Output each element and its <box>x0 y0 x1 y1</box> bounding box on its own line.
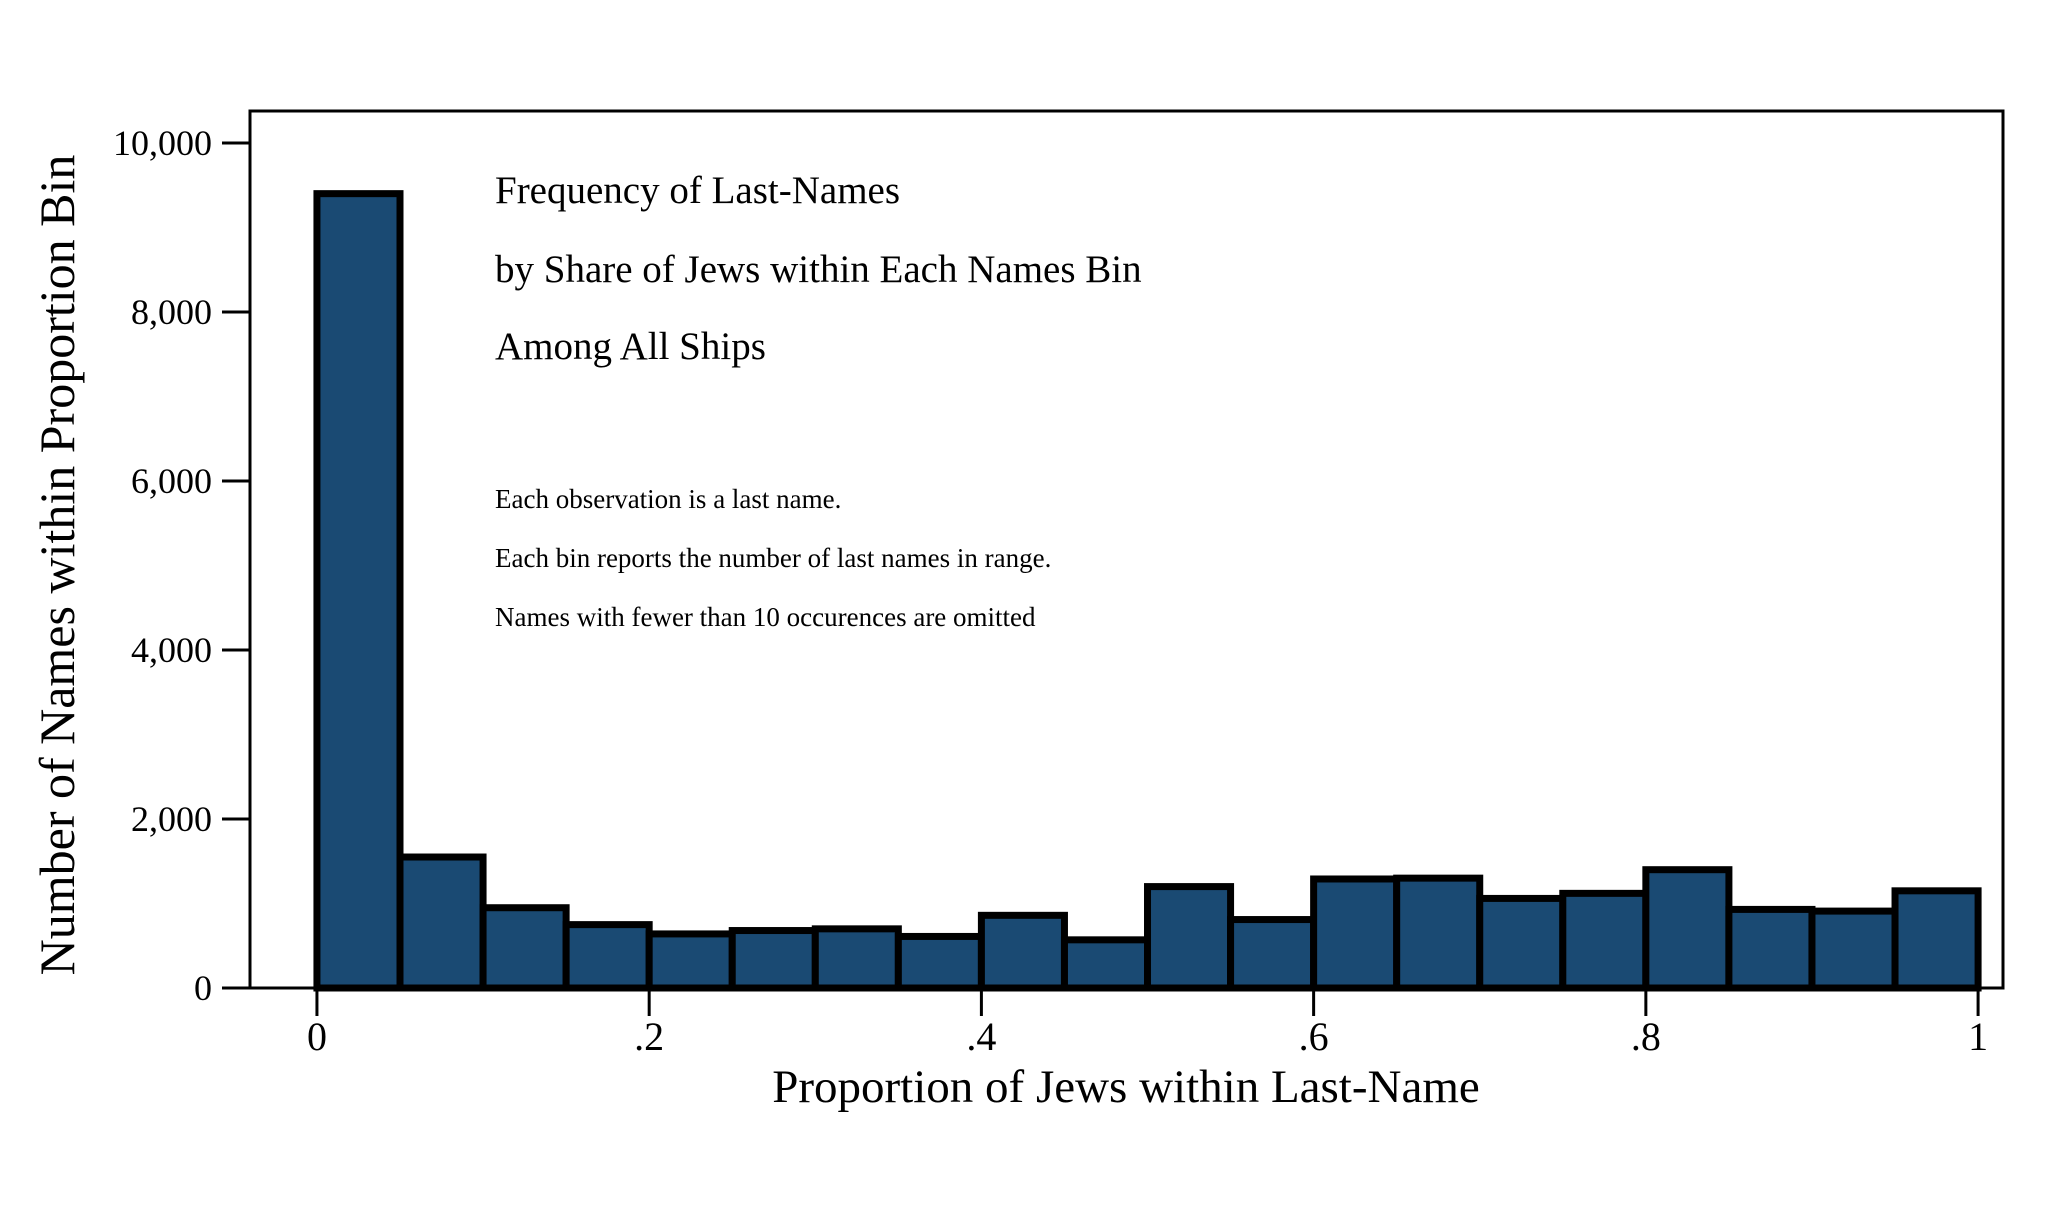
y-tick-label: 10,000 <box>113 123 212 163</box>
x-tick-label: 0 <box>307 1014 327 1059</box>
histogram-bar <box>396 853 487 992</box>
chart-note-line-2: Each bin reports the number of last name… <box>495 543 1051 573</box>
histogram-bar <box>1393 874 1484 992</box>
bars-group <box>313 190 1982 992</box>
histogram-bar <box>1310 875 1401 992</box>
histogram-bar <box>1559 889 1650 992</box>
histogram-bar <box>1476 894 1567 992</box>
histogram-bar <box>313 190 404 992</box>
y-tick-label: 6,000 <box>131 461 212 501</box>
histogram-bar <box>1808 907 1899 992</box>
histogram-bar <box>1144 883 1235 992</box>
y-axis-title: Number of Names within Proportion Bin <box>29 155 85 976</box>
x-tick-label: 1 <box>1968 1014 1988 1059</box>
y-axis-ticks: 0 2,000 4,000 6,000 8,000 10,000 <box>113 123 250 1008</box>
chart-note-line-1: Each observation is a last name. <box>495 484 841 514</box>
y-tick-label: 8,000 <box>131 292 212 332</box>
x-tick-label: .4 <box>966 1014 996 1059</box>
y-tick-label: 0 <box>194 968 212 1008</box>
histogram-bar <box>562 921 653 992</box>
plot-border <box>248 109 2005 990</box>
chart-note-line-3: Names with fewer than 10 occurences are … <box>495 602 1036 632</box>
y-tick-label: 4,000 <box>131 630 212 670</box>
histogram-bar <box>1891 887 1982 992</box>
histogram-bar <box>1227 916 1318 992</box>
histogram-bar <box>728 927 819 992</box>
histogram-bar <box>645 930 736 992</box>
histogram-bar <box>1642 866 1733 992</box>
histogram-bar <box>1725 905 1816 992</box>
histogram-bar <box>977 911 1068 992</box>
histogram-bar <box>479 904 570 992</box>
histogram-bar <box>1060 936 1152 992</box>
x-axis-title: Proportion of Jews within Last-Name <box>772 1061 1480 1113</box>
histogram-bar <box>811 925 902 992</box>
x-tick-label: .8 <box>1631 1014 1661 1059</box>
chart-title-line-1: Frequency of Last-Names <box>495 169 900 212</box>
histogram-bar <box>894 932 985 992</box>
x-axis-ticks: 0 .2 .4 .6 .8 1 <box>307 988 1988 1059</box>
x-tick-label: .2 <box>634 1014 664 1059</box>
y-tick-label: 2,000 <box>131 799 212 839</box>
chart-title-line-2: by Share of Jews within Each Names Bin <box>495 248 1142 291</box>
plot-frame <box>248 109 2005 990</box>
x-tick-label: .6 <box>1299 1014 1329 1059</box>
chart-title-line-3: Among All Ships <box>495 325 766 368</box>
